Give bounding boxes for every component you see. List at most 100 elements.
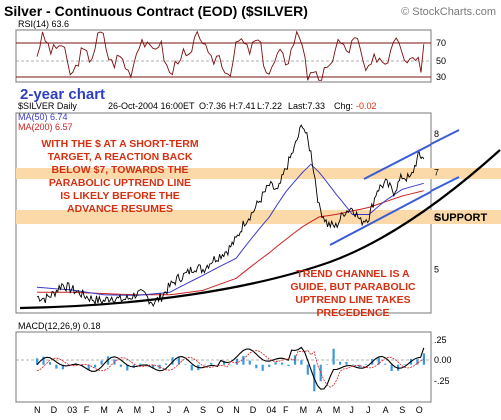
rsi-tick-70: 70 xyxy=(436,38,446,48)
annotation-left-line: TARGET, A REACTION BACK xyxy=(48,151,193,163)
price-tick-5: 5 xyxy=(434,265,439,275)
macd-histogram-bar xyxy=(345,361,348,365)
macd-histogram-bar xyxy=(358,364,361,368)
x-tick-label: S xyxy=(399,405,405,415)
quote-high: H:7.41 xyxy=(229,101,256,111)
macd-histogram-bar xyxy=(87,364,90,370)
x-tick-label: O xyxy=(416,405,423,415)
macd-histogram-bar xyxy=(42,356,45,365)
quote-low: L:7.22 xyxy=(257,101,282,111)
rsi-panel xyxy=(15,29,432,83)
price-tick-8: 8 xyxy=(434,129,439,139)
rsi-tick-50: 50 xyxy=(436,56,446,66)
chart-caption: 2-year chart xyxy=(20,86,105,103)
x-tick-label: J xyxy=(366,405,371,415)
support-band-7 xyxy=(16,168,501,179)
macd-histogram-bar xyxy=(203,364,206,366)
x-tick-label: S xyxy=(200,405,206,415)
channel-lower-line-ext xyxy=(430,176,460,192)
x-tick-label: M xyxy=(134,405,142,415)
annotation-bottom-line: UPTREND LINE TAKES xyxy=(295,294,410,306)
x-tick-label: J xyxy=(349,405,354,415)
annotation-bottom-line: GUIDE, BUT PARABOLIC xyxy=(290,281,416,293)
macd-histogram-bar xyxy=(158,364,161,369)
x-axis: N D 03 F M A M J J A S O N D 04 F M A M J J A S O xyxy=(34,405,423,415)
macd-tick-pos: .25 xyxy=(434,335,447,345)
macd-histogram-bar xyxy=(242,355,245,365)
ma200-label: MA(200) 6.57 xyxy=(18,122,73,132)
macd-histogram-bar xyxy=(261,364,264,371)
macd-histogram-bar xyxy=(281,362,284,365)
ma200-line xyxy=(37,190,424,296)
channel-lower-line xyxy=(329,190,431,246)
macd-histogram-bar xyxy=(384,363,387,365)
macd-histogram-bar xyxy=(403,364,406,365)
macd-tick-zero: 0.00 xyxy=(434,355,452,365)
macd-histogram-bar xyxy=(287,364,290,367)
macd-panel xyxy=(15,331,432,403)
price-symbol: $SILVER Daily xyxy=(18,101,77,111)
x-tick-label: A xyxy=(383,405,389,415)
macd-histogram-bar xyxy=(139,363,142,365)
macd-histogram-bar xyxy=(210,362,213,365)
macd-histogram-bar xyxy=(300,360,303,365)
x-tick-label: D xyxy=(51,405,58,415)
macd-tick-neg: -.25 xyxy=(434,376,450,386)
channel-upper-line xyxy=(363,143,431,180)
macd-histogram-bar xyxy=(61,364,64,370)
macd-histogram-bar xyxy=(274,362,277,365)
macd-histogram-bar xyxy=(36,358,39,365)
macd-histogram-bar xyxy=(377,357,380,365)
x-tick-label: 03 xyxy=(67,405,77,415)
macd-histogram-bar xyxy=(390,364,393,371)
macd-histogram-bar xyxy=(145,364,148,365)
macd-histogram-bar xyxy=(268,364,271,367)
macd-signal-line xyxy=(36,349,424,388)
rsi-series-line xyxy=(36,30,425,81)
quote-last: Last:7.33 xyxy=(288,101,325,111)
macd-histogram-bar xyxy=(190,364,193,371)
macd-histogram-bar xyxy=(255,364,258,369)
parabolic-uptrend-line xyxy=(19,149,501,310)
x-tick-label: M xyxy=(333,405,341,415)
macd-histogram-bar xyxy=(55,364,58,369)
quote-change-value: -0.02 xyxy=(356,101,377,111)
x-tick-label: M xyxy=(300,405,308,415)
x-tick-label: M xyxy=(100,405,108,415)
x-tick-label: F xyxy=(84,405,90,415)
macd-histogram-bar xyxy=(216,364,219,366)
macd-histogram-bar xyxy=(171,357,174,365)
x-tick-label: J xyxy=(167,405,172,415)
macd-histogram-bar xyxy=(119,364,122,367)
macd-histogram-bar xyxy=(164,363,168,365)
x-tick-label: A xyxy=(316,405,322,415)
watermark: © StockCharts.com xyxy=(401,6,496,18)
ma50-label: MA(50) 6.74 xyxy=(18,112,68,122)
x-tick-label: O xyxy=(217,405,224,415)
macd-histogram-bar xyxy=(339,361,342,365)
annotation-left-line: BELOW $7, TOWARDS THE xyxy=(52,164,189,176)
annotation-bottom-line: PRECEDENCE xyxy=(317,307,390,319)
x-tick-label: A xyxy=(183,405,189,415)
x-tick-label: 04 xyxy=(266,405,276,415)
support-label: SUPPORT xyxy=(434,212,487,224)
annotation-left-line: PARABOLIC UPTREND LINE xyxy=(49,177,191,189)
x-tick-label: J xyxy=(150,405,155,415)
x-tick-label: D xyxy=(250,405,257,415)
macd-histogram-bar xyxy=(364,364,367,365)
macd-histogram-bar xyxy=(235,358,238,365)
macd-histogram-bar xyxy=(248,360,251,365)
macd-histogram-bar xyxy=(184,364,187,365)
channel-upper-line-ext xyxy=(430,129,460,145)
macd-label: MACD(12,26,9) 0.18 xyxy=(18,321,101,331)
x-tick-label: A xyxy=(117,405,123,415)
chart-title: Silver - Continuous Contract (EOD) ($SIL… xyxy=(4,3,308,19)
quote-date: 26-Oct-2004 16:00ET xyxy=(108,101,195,111)
rsi-tick-30: 30 xyxy=(436,72,446,82)
macd-histogram-bar xyxy=(222,360,226,365)
macd-histogram-bar xyxy=(152,364,155,368)
macd-histogram-bar xyxy=(326,364,329,365)
quote-open: O:7.36 xyxy=(199,101,226,111)
rsi-label: RSI(14) 63.6 xyxy=(18,19,69,29)
